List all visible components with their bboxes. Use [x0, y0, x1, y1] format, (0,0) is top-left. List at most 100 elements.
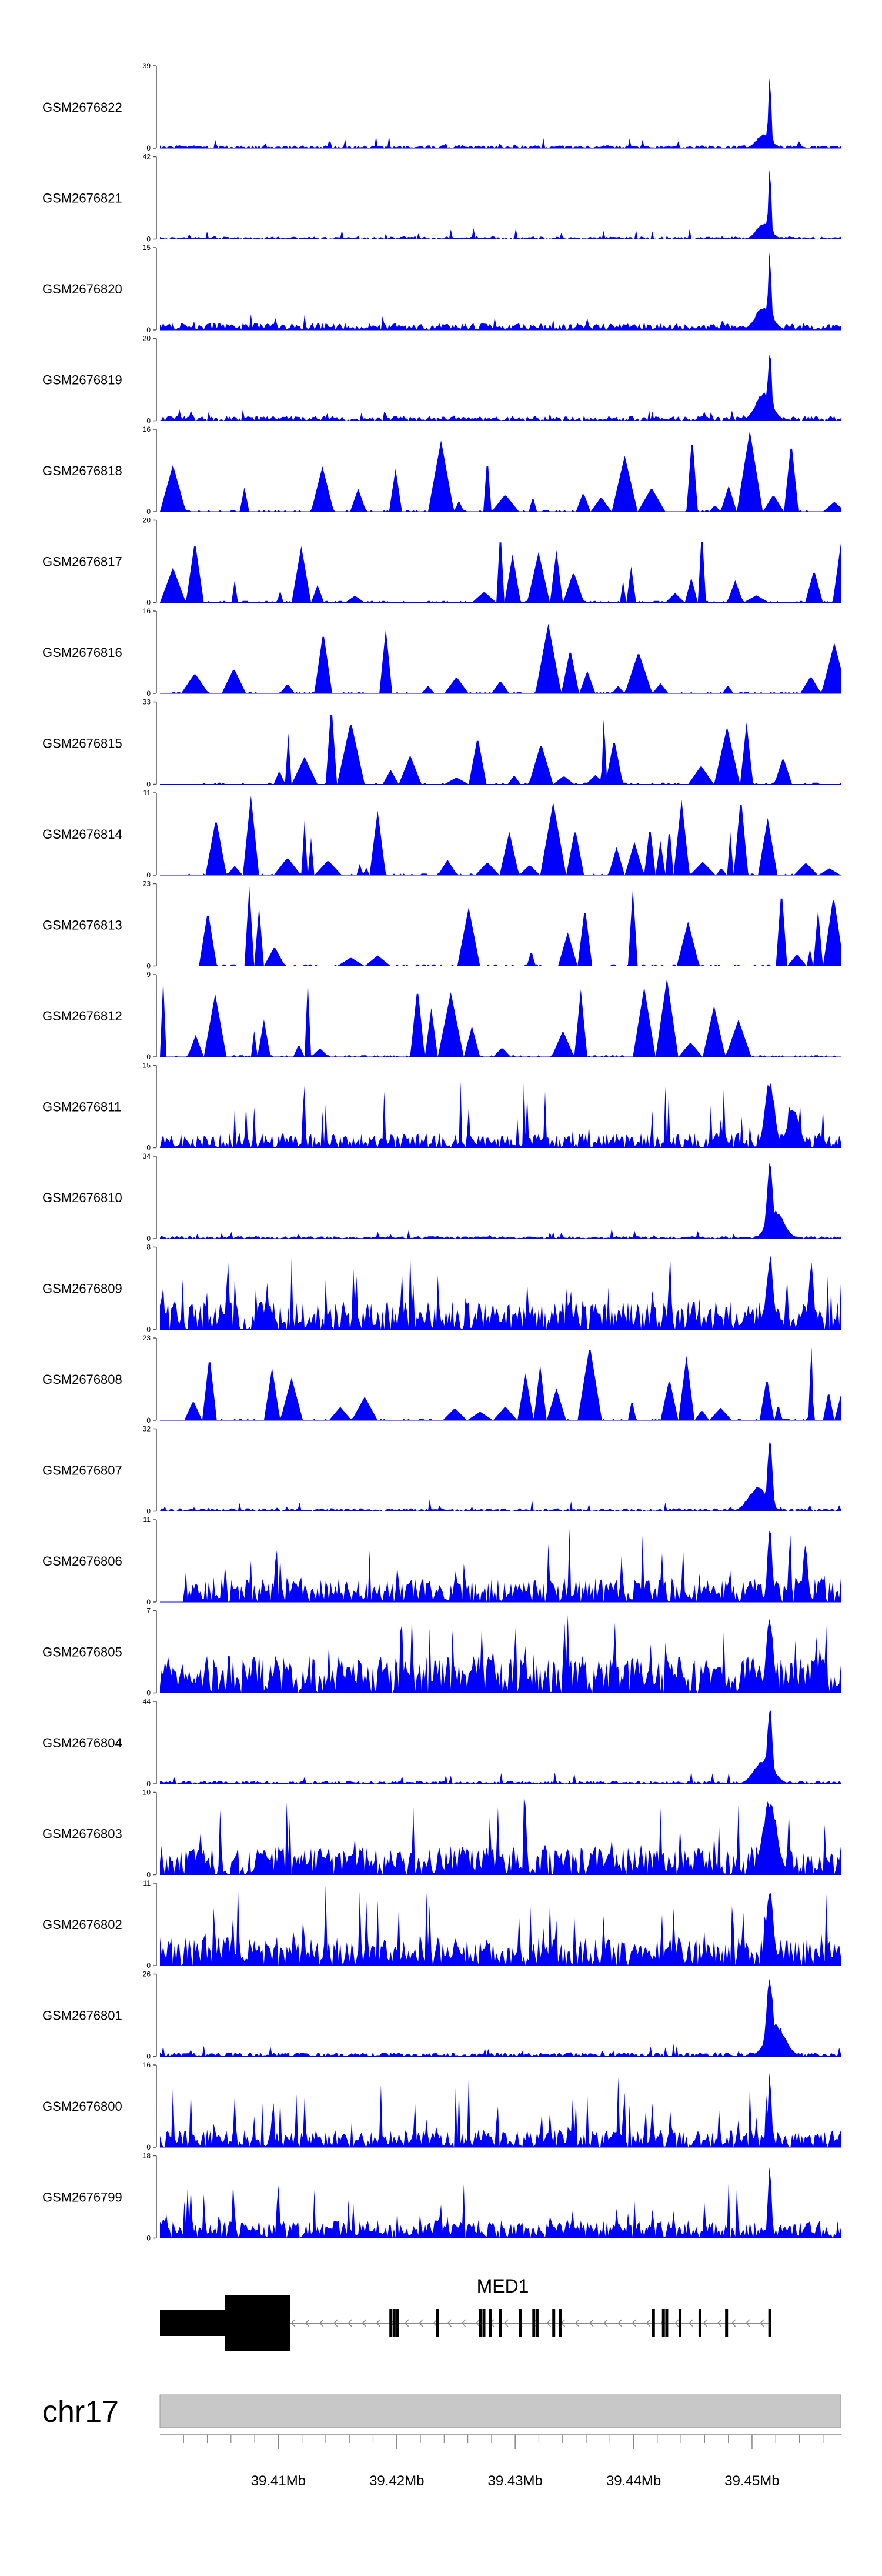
track-label: GSM2676819 — [42, 373, 122, 388]
track-label: GSM2676815 — [42, 736, 122, 751]
y-min-label: 0 — [146, 326, 151, 334]
y-min-label: 0 — [146, 1144, 151, 1152]
coverage-area — [160, 355, 841, 421]
y-min-label: 0 — [146, 1234, 151, 1243]
exon-block — [662, 2309, 665, 2337]
strand-arrow — [404, 2319, 409, 2327]
exon-block — [679, 2309, 682, 2337]
strand-arrow — [461, 2319, 466, 2327]
track-GSM2676804: GSM2676804 44 0 — [42, 1697, 841, 1788]
ideogram-bar — [159, 2394, 841, 2428]
x-tick-label: 39.43Mb — [487, 2473, 542, 2489]
track-GSM2676801: GSM2676801 26 0 — [42, 1970, 841, 2061]
y-max-label: 16 — [143, 2061, 151, 2069]
y-max-label: 26 — [143, 1970, 151, 1978]
y-max-label: 9 — [146, 970, 151, 979]
coverage-area — [160, 1795, 841, 1875]
strand-arrow — [447, 2319, 452, 2327]
y-max-label: 39 — [143, 62, 151, 70]
exon-block — [768, 2309, 771, 2337]
coverage-area — [160, 1252, 841, 1330]
track-label: GSM2676820 — [42, 282, 122, 296]
coverage-area — [160, 1347, 841, 1420]
exon-block — [552, 2309, 556, 2337]
y-min-label: 0 — [146, 1871, 151, 1879]
y-max-label: 18 — [143, 2152, 151, 2160]
y-min-label: 0 — [146, 2143, 151, 2151]
coverage-area — [160, 1978, 841, 2057]
coverage-area — [160, 1710, 841, 1784]
track-GSM2676800: GSM2676800 16 0 — [42, 2061, 841, 2151]
strand-arrow — [689, 2319, 693, 2327]
y-min-label: 0 — [146, 689, 151, 698]
strand-arrow — [603, 2319, 608, 2327]
track-GSM2676819: GSM2676819 20 0 — [42, 335, 841, 425]
track-label: GSM2676809 — [42, 1282, 122, 1296]
track-label: GSM2676803 — [42, 1827, 122, 1841]
y-min-label: 0 — [146, 871, 151, 879]
y-min-label: 0 — [146, 417, 151, 425]
coverage-area — [160, 1080, 841, 1148]
exon-block — [559, 2309, 562, 2337]
y-max-label: 7 — [146, 1607, 151, 1615]
strand-arrow — [348, 2319, 352, 2327]
x-tick-label: 39.42Mb — [369, 2473, 424, 2489]
y-max-label: 8 — [146, 1243, 151, 1252]
track-GSM2676813: GSM2676813 23 0 — [42, 880, 841, 970]
y-max-label: 16 — [143, 425, 151, 433]
track-label: GSM2676801 — [42, 2008, 122, 2023]
coverage-area — [160, 1528, 841, 1602]
coverage-area — [160, 252, 841, 330]
strand-arrow — [759, 2319, 764, 2327]
y-min-label: 0 — [146, 1326, 151, 1334]
strand-arrow — [418, 2319, 423, 2327]
x-tick-label: 39.45Mb — [724, 2473, 779, 2489]
y-max-label: 11 — [143, 789, 151, 797]
x-tick-label: 39.41Mb — [251, 2473, 306, 2489]
track-label: GSM2676818 — [42, 463, 122, 478]
track-GSM2676814: GSM2676814 11 0 — [42, 789, 841, 879]
y-min-label: 0 — [146, 235, 151, 243]
coverage-area — [160, 431, 841, 512]
track-GSM2676812: GSM2676812 9 0 — [42, 970, 841, 1061]
track-label: GSM2676802 — [42, 1917, 122, 1932]
coverage-area — [160, 715, 841, 785]
exon-block — [225, 2295, 290, 2351]
track-GSM2676815: GSM2676815 33 0 — [42, 698, 841, 789]
gene-label: MED1 — [477, 2275, 529, 2297]
y-max-label: 11 — [143, 1879, 151, 1887]
strand-arrow — [546, 2319, 552, 2327]
y-min-label: 0 — [146, 2234, 151, 2243]
y-max-label: 32 — [143, 1425, 151, 1433]
y-max-label: 20 — [143, 516, 151, 525]
track-label: GSM2676807 — [42, 1463, 122, 1478]
y-min-label: 0 — [146, 144, 151, 152]
track-GSM2676816: GSM2676816 16 0 — [42, 607, 841, 698]
coverage-area — [160, 2073, 841, 2147]
genome-axis-track: chr17 39.41Mb 39.42Mb 39.43Mb 39.44Mb 39.45M… — [42, 2394, 841, 2489]
exon-block — [652, 2309, 655, 2337]
strand-arrow — [503, 2319, 509, 2327]
track-GSM2676807: GSM2676807 32 0 — [42, 1425, 841, 1516]
y-min-label: 0 — [146, 1598, 151, 1606]
strand-arrow — [333, 2319, 338, 2327]
coverage-area — [160, 795, 841, 875]
coverage-area — [160, 1885, 841, 1966]
exon-block — [396, 2309, 399, 2337]
strand-arrow — [319, 2319, 324, 2327]
track-GSM2676799: GSM2676799 18 0 — [42, 2152, 841, 2243]
track-label: GSM2676813 — [42, 918, 122, 933]
strand-arrow — [589, 2319, 594, 2327]
strand-arrow — [376, 2319, 381, 2327]
y-min-label: 0 — [146, 1689, 151, 1697]
strand-arrow — [731, 2319, 736, 2327]
y-max-label: 23 — [143, 880, 151, 888]
y-min-label: 0 — [146, 962, 151, 970]
chromosome-label: chr17 — [42, 2395, 119, 2429]
track-GSM2676805: GSM2676805 7 0 — [42, 1607, 841, 1697]
strand-arrow — [717, 2319, 722, 2327]
exon-block — [489, 2309, 492, 2337]
y-min-label: 0 — [146, 780, 151, 789]
strand-arrow — [475, 2319, 480, 2327]
y-max-label: 42 — [143, 153, 151, 161]
